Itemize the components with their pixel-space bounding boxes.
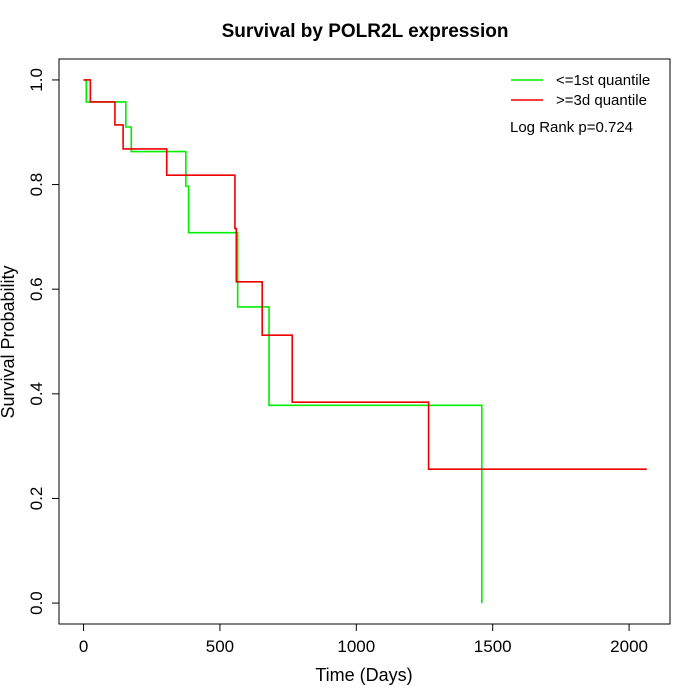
x-tick-label: 1000 (337, 637, 375, 656)
y-tick-label: 0.6 (27, 277, 46, 301)
chart-title: Survival by POLR2L expression (222, 21, 509, 42)
x-axis-label: Time (Days) (315, 665, 412, 685)
legend-label: >=3d quantile (556, 92, 647, 109)
y-axis: 0.0 0.2 0.4 0.6 0.8 1.0 (27, 68, 60, 615)
survival-curve-1 (83, 79, 483, 604)
x-axis: 0 500 1000 1500 2000 (79, 623, 648, 656)
plot-frame (58, 58, 671, 625)
y-tick-label: 0.8 (27, 173, 46, 197)
x-tick-label: 0 (79, 637, 88, 656)
y-tick-label: 0.0 (27, 591, 46, 615)
x-tick-label: 1500 (474, 637, 512, 656)
y-axis-label: Survival Probability (0, 265, 18, 418)
survival-curve-2 (83, 79, 647, 470)
x-tick-label: 500 (206, 637, 234, 656)
series-layer (83, 79, 647, 604)
y-tick-label: 1.0 (27, 68, 46, 92)
log-rank-annotation: Log Rank p=0.724 (510, 119, 633, 136)
y-tick-label: 0.2 (27, 487, 46, 511)
legend-label: <=1st quantile (556, 72, 650, 89)
y-tick-label: 0.4 (27, 382, 46, 406)
x-tick-label: 2000 (610, 637, 648, 656)
legend: <=1st quantile >=3d quantile (511, 72, 650, 109)
